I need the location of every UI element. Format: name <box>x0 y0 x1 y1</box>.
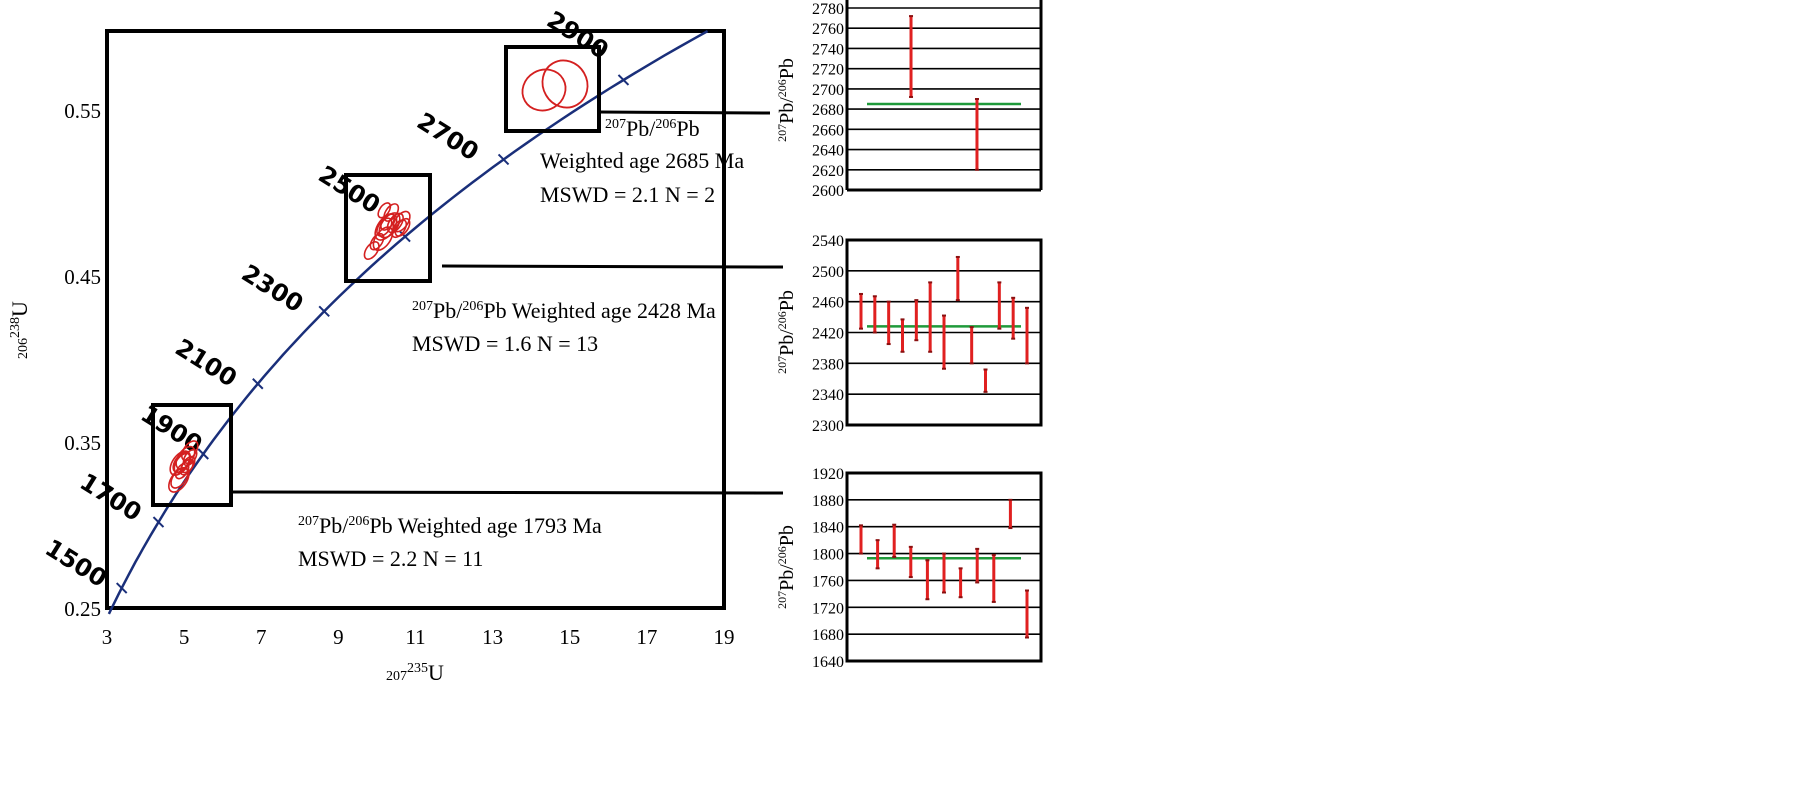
panel-tick-label: 2500 <box>812 264 844 281</box>
x-tick-label: 15 <box>559 625 580 649</box>
panel-tick-label: 1720 <box>812 600 844 617</box>
mswd-annotation: MSWD = 1.6 N = 13 <box>412 331 598 356</box>
x-tick-label: 11 <box>405 625 425 649</box>
weighted-age-annotation: 207Pb/206Pb <box>605 116 700 141</box>
analysis-ellipse <box>374 213 398 241</box>
panel-y-label: 207Pb/206Pb <box>775 525 798 609</box>
analysis-ellipse <box>377 202 392 219</box>
age-tick <box>197 448 209 460</box>
age-label: 1700 <box>75 468 146 527</box>
analysis-ellipse <box>376 217 393 237</box>
age-label: 2900 <box>542 6 613 65</box>
error-bar-panel: 1640 1680 1720 1760 1800 1840 1880 1920 207Pb/20… <box>775 466 1043 671</box>
age-label: 1500 <box>40 534 111 593</box>
panel-y-label: 207Pb/206Pb <box>775 290 798 374</box>
panel-tick-label: 2340 <box>812 387 844 404</box>
x-tick-label: 13 <box>482 625 503 649</box>
analysis-ellipse <box>391 219 408 239</box>
panel-tick-label: 2620 <box>812 163 844 180</box>
connector-line <box>598 110 771 115</box>
concordia-plot: 3 5 7 9 11 13 15 17 19 0.25 0.35 0.45 0.55 207235U 206… <box>7 6 784 685</box>
weighted-age-annotation: 207Pb/206Pb Weighted age 2428 Ma <box>412 298 716 323</box>
age-tick <box>318 305 330 318</box>
x-tick-label: 9 <box>333 625 344 649</box>
y-tick-label: 0.25 <box>64 597 101 621</box>
x-tick-label: 3 <box>102 625 113 649</box>
age-label: 2500 <box>314 160 385 219</box>
panel-tick-label: 1880 <box>812 493 844 510</box>
sample-group <box>151 403 233 507</box>
panel-tick-label: 1640 <box>812 654 844 671</box>
connector-line <box>230 490 784 495</box>
y-tick-label: 0.55 <box>64 99 101 123</box>
weighted-age-annotation: 207Pb/206Pb Weighted age 1793 Ma <box>298 513 602 538</box>
panel-tick-label: 2700 <box>812 82 844 99</box>
panel-tick-label: 2780 <box>812 1 844 18</box>
age-tick <box>252 378 264 390</box>
analysis-ellipse <box>541 59 589 109</box>
analysis-ellipse <box>182 448 198 467</box>
panel-tick-label: 1920 <box>812 466 844 483</box>
error-bar-panel: 2300 2340 2380 2420 2460 2500 2540 207Pb/206Pb <box>775 233 1043 435</box>
x-tick-label: 19 <box>714 625 735 649</box>
group-box <box>504 45 601 133</box>
panel-tick-label: 1760 <box>812 573 844 590</box>
weighted-age-annotation: Weighted age 2685 Ma <box>540 148 744 173</box>
y-tick-label: 0.45 <box>64 265 101 289</box>
panel-tick-label: 2600 <box>812 183 844 200</box>
panel-y-label: 207Pb/206Pb <box>775 58 798 142</box>
x-tick-label: 7 <box>256 625 267 649</box>
plot-frame <box>105 29 726 610</box>
age-label: 2300 <box>237 259 308 318</box>
concordia-curve <box>107 30 709 615</box>
panel-tick-label: 2740 <box>812 41 844 58</box>
x-tick-label: 17 <box>636 625 657 649</box>
panel-tick-label: 2680 <box>812 102 844 119</box>
age-tick <box>115 582 128 594</box>
age-tick <box>497 153 510 166</box>
age-tick <box>152 516 165 528</box>
panel-tick-label: 2300 <box>812 418 844 435</box>
group-box <box>344 173 432 283</box>
error-bar-panel: 2600 2620 2640 2660 2680 2700 2720 2740 2760 2780… <box>775 0 1043 200</box>
panel-tick-label: 2720 <box>812 62 844 79</box>
y-axis-label: 206238U <box>7 301 32 359</box>
sample-group <box>344 173 432 283</box>
mswd-annotation: MSWD = 2.2 N = 11 <box>298 546 483 571</box>
panel-tick-label: 2540 <box>812 233 844 250</box>
analysis-ellipse <box>369 232 385 251</box>
panel-tick-label: 1680 <box>812 627 844 644</box>
panel-tick-label: 2640 <box>812 143 844 160</box>
analysis-ellipse <box>363 240 380 261</box>
group-box <box>151 403 233 507</box>
sample-group <box>504 45 601 133</box>
age-label: 2100 <box>170 333 241 392</box>
age-label: 2700 <box>412 107 483 166</box>
panel-tick-label: 2660 <box>812 122 844 139</box>
x-axis-label: 207235U <box>386 660 444 685</box>
y-tick-label: 0.35 <box>64 431 101 455</box>
x-tick-label: 5 <box>179 625 190 649</box>
analysis-ellipse <box>521 68 567 112</box>
panel-tick-label: 2760 <box>812 21 844 38</box>
analysis-ellipse <box>168 466 190 493</box>
connector-line <box>441 264 784 269</box>
panel-tick-label: 1800 <box>812 547 844 564</box>
panel-tick-label: 1840 <box>812 520 844 537</box>
age-tick <box>617 74 630 86</box>
panel-tick-label: 2380 <box>812 356 844 373</box>
panel-tick-label: 2420 <box>812 326 844 343</box>
mswd-annotation: MSWD = 2.1 N = 2 <box>540 182 715 207</box>
panel-tick-label: 2460 <box>812 295 844 312</box>
